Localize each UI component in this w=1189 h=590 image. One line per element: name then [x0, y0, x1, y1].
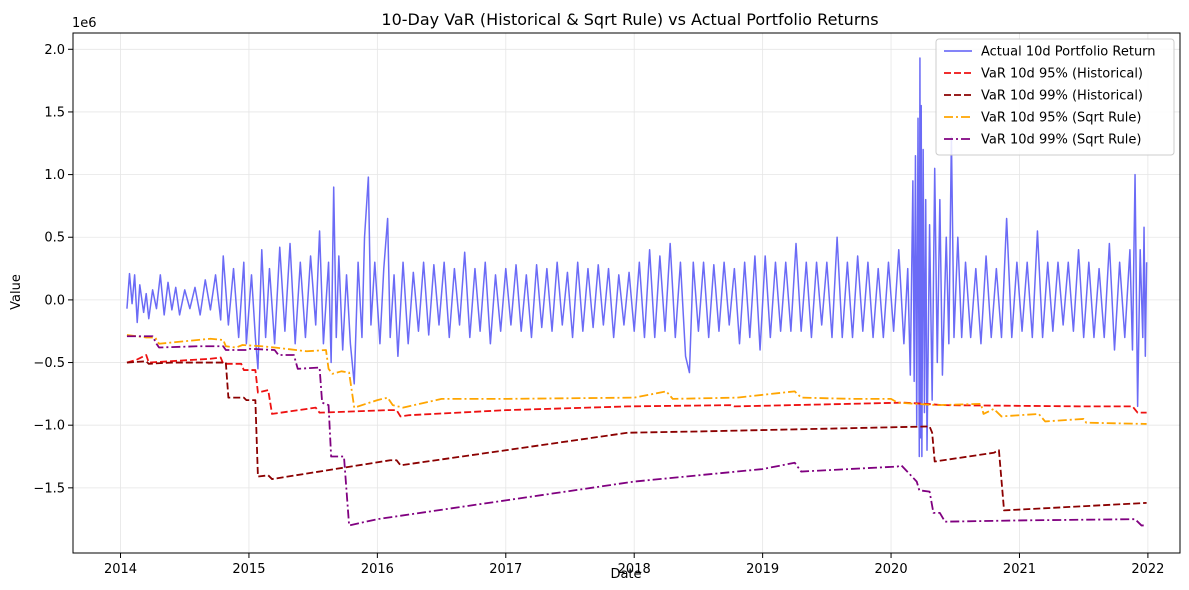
x-tick-label: 2017	[489, 562, 522, 577]
x-tick-label: 2020	[875, 562, 908, 577]
legend-label: VaR 10d 95% (Sqrt Rule)	[981, 111, 1142, 126]
legend-label: VaR 10d 99% (Sqrt Rule)	[981, 133, 1142, 148]
series-line-0	[126, 57, 1148, 458]
series-line-1	[126, 354, 1147, 418]
legend: Actual 10d Portfolio Return VaR 10d 95% (…	[935, 38, 1175, 156]
series-line-3	[126, 334, 1147, 425]
y-offset-text: 1e6	[72, 16, 97, 31]
x-tick-label: 2018	[618, 562, 651, 577]
chart-title: 10-Day VaR (Historical & Sqrt Rule) vs A…	[381, 10, 878, 29]
plot-frame	[72, 32, 1181, 554]
legend-label: Actual 10d Portfolio Return	[981, 45, 1156, 60]
x-tick-label: 2014	[104, 562, 137, 577]
x-axis-label: Date	[610, 567, 641, 582]
series-line-2	[126, 360, 1147, 512]
y-tick-label: 1.0	[44, 168, 65, 183]
x-tick-label: 2022	[1131, 562, 1164, 577]
y-tick-label: −0.5	[33, 356, 65, 371]
legend-box	[935, 38, 1175, 156]
y-tick-label: 1.5	[44, 105, 65, 120]
series-layer	[126, 57, 1148, 527]
x-tick-label: 2021	[1003, 562, 1036, 577]
x-tick-label: 2015	[232, 562, 265, 577]
y-tick-label: −1.0	[33, 419, 65, 434]
legend-label: VaR 10d 95% (Historical)	[981, 67, 1143, 82]
y-tick-label: 2.0	[44, 43, 65, 58]
y-axis-label: Value	[9, 274, 24, 310]
y-tick-label: 0.5	[44, 231, 65, 246]
legend-label: VaR 10d 99% (Historical)	[981, 89, 1143, 104]
axes-layer: 2014 2015 2016 2017 2018 2019 2020 2021 2022 2.0 1…	[33, 32, 1181, 577]
x-tick-label: 2019	[746, 562, 779, 577]
y-tick-label: 0.0	[44, 293, 65, 308]
x-tick-label: 2016	[361, 562, 394, 577]
series-line-4	[126, 335, 1147, 527]
y-tick-label: −1.5	[33, 481, 65, 496]
